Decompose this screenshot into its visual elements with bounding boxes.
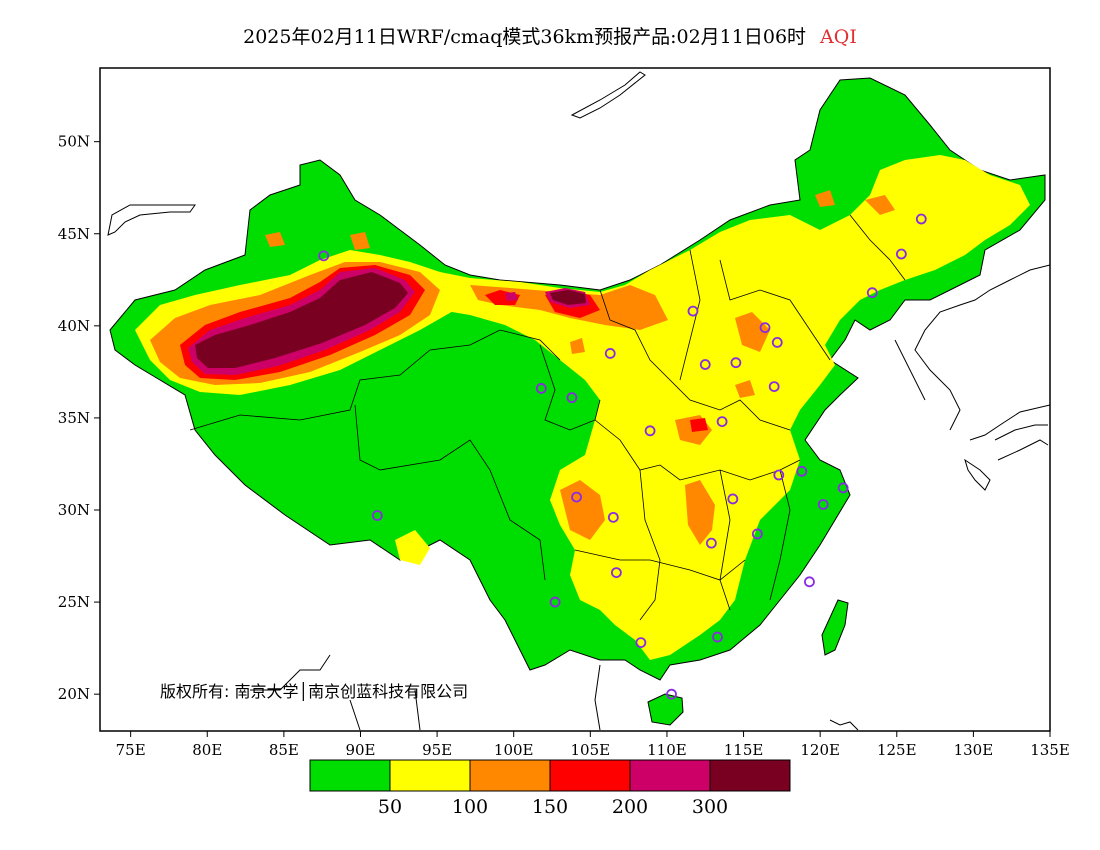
city-marker — [817, 499, 829, 510]
latitude-axis: 50N 45N 40N 35N 30N 25N 20N — [58, 133, 100, 703]
city-marker — [566, 392, 578, 404]
taiwan-island — [821, 599, 849, 656]
city-marker — [716, 416, 728, 428]
lon-tick-label: 110E — [647, 741, 687, 759]
city-marker — [804, 576, 815, 588]
lon-tick-label: 135E — [1030, 741, 1070, 759]
city-marker — [771, 337, 783, 348]
city-marker — [571, 491, 582, 503]
lon-tick-label: 120E — [800, 741, 840, 759]
legend-swatch — [629, 759, 711, 792]
city-marker — [318, 250, 330, 262]
lon-tick-label: 90E — [345, 741, 375, 759]
legend-swatch — [389, 759, 471, 792]
legend-swatch — [709, 759, 791, 792]
legend-label: 300 — [692, 796, 728, 818]
city-marker — [644, 425, 656, 437]
lat-tick-label: 45N — [58, 225, 90, 243]
title-product: AQI — [820, 26, 857, 48]
map-frame — [99, 67, 1051, 732]
legend-label: 150 — [532, 796, 568, 818]
lon-tick-label: 100E — [494, 741, 534, 759]
legend-label: 200 — [612, 796, 648, 818]
legend-label: 100 — [452, 796, 488, 818]
city-marker — [604, 348, 616, 359]
lon-tick-label: 80E — [192, 741, 222, 759]
map-area — [107, 71, 1050, 731]
city-marker — [535, 383, 547, 394]
title-main: 2025年02月11日WRF/cmaq模式36km预报产品:02月11日06时 — [243, 26, 807, 48]
legend-swatch — [549, 759, 631, 792]
city-marker — [607, 511, 619, 523]
longitude-axis: 75E 80E 85E 90E 95E 100E 105E 110E 115E 120E 125E 1… — [116, 731, 1070, 759]
city-marker — [712, 631, 723, 643]
legend-label: 50 — [378, 796, 402, 818]
lon-tick-label: 95E — [422, 741, 452, 759]
province-boundaries — [189, 214, 906, 621]
city-marker — [773, 469, 785, 481]
city-marker — [687, 305, 699, 317]
lon-tick-label: 125E — [877, 741, 917, 759]
city-marker — [759, 322, 771, 334]
city-marker — [895, 248, 907, 260]
map-title: 2025年02月11日WRF/cmaq模式36km预报产品:02月11日06时 A… — [0, 22, 1100, 49]
lat-tick-label: 40N — [58, 317, 90, 335]
city-marker — [796, 465, 808, 477]
city-marker — [727, 493, 739, 505]
legend-swatch — [469, 759, 551, 792]
hainan-island — [647, 693, 684, 726]
city-marker — [837, 482, 849, 494]
city-marker — [915, 213, 927, 225]
city-marker — [549, 596, 561, 608]
city-marker — [751, 528, 763, 540]
neighbor-coastlines — [107, 71, 1050, 731]
city-marker — [866, 287, 878, 299]
aqi-zone-hazardous — [195, 272, 586, 368]
city-markers — [318, 213, 927, 700]
copyright-text: 版权所有: 南京大学│南京创蓝科技有限公司 — [160, 681, 468, 701]
city-marker — [610, 567, 622, 579]
city-marker — [699, 359, 711, 370]
lon-tick-label: 130E — [954, 741, 994, 759]
city-marker — [635, 637, 647, 648]
lat-tick-label: 35N — [58, 409, 90, 427]
legend-swatch — [309, 759, 391, 792]
city-marker — [666, 688, 677, 700]
lat-tick-label: 25N — [58, 593, 90, 611]
aqi-legend: 50 100 150 200 300 — [309, 759, 791, 818]
city-marker — [730, 357, 742, 369]
city-marker — [705, 537, 717, 549]
city-marker — [371, 510, 383, 521]
lat-tick-label: 20N — [58, 685, 90, 703]
lat-tick-label: 50N — [58, 133, 90, 151]
lon-tick-label: 105E — [571, 741, 611, 759]
lon-tick-label: 115E — [724, 741, 764, 759]
lon-tick-label: 75E — [116, 741, 146, 759]
lon-tick-label: 85E — [269, 741, 299, 759]
city-marker — [768, 381, 780, 393]
lat-tick-label: 30N — [58, 501, 90, 519]
